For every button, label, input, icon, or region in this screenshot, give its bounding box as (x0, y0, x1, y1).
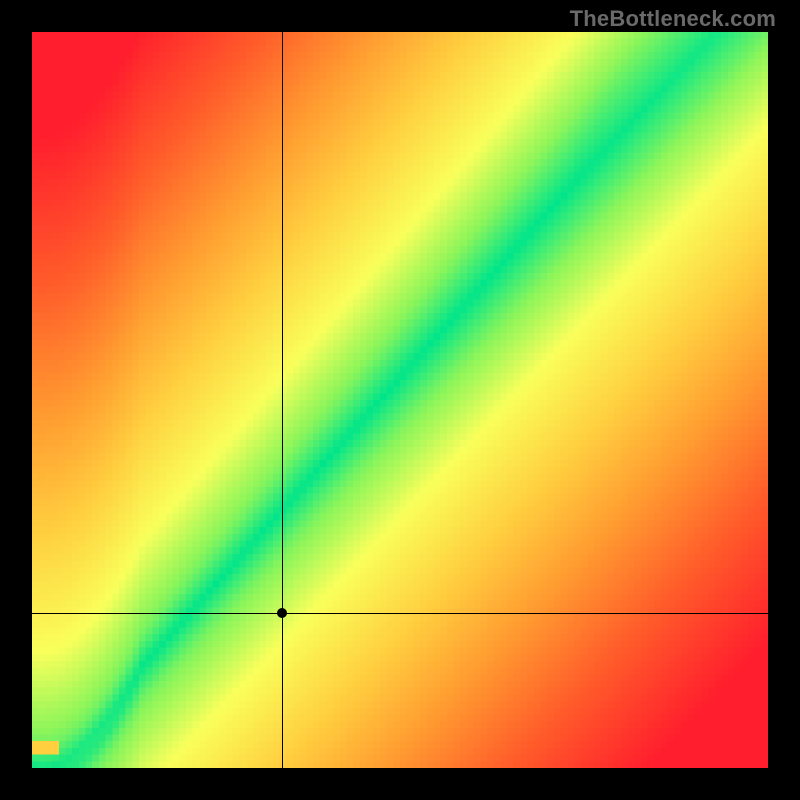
chart-container: TheBottleneck.com (0, 0, 800, 800)
plot-area (32, 32, 768, 768)
watermark-text: TheBottleneck.com (570, 6, 776, 32)
heatmap-canvas (32, 32, 768, 768)
crosshair-horizontal (32, 613, 768, 614)
crosshair-marker (277, 608, 287, 618)
crosshair-vertical (282, 32, 283, 768)
